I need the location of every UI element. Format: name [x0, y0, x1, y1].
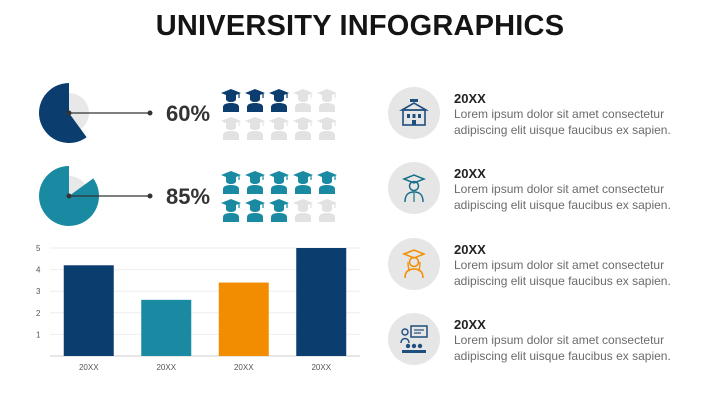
pie-sector: [39, 83, 87, 143]
icon-circle: [388, 87, 440, 139]
bar: [63, 265, 114, 356]
graduate-icon: [220, 88, 244, 112]
graduate-icon: [268, 88, 292, 112]
graduate-icon: [292, 198, 316, 222]
graduate-icon: [220, 116, 244, 140]
page-title: UNIVERSITY INFOGRAPHICS: [155, 10, 565, 42]
graduate-icon: [268, 198, 292, 222]
graduate-icon: [268, 170, 292, 194]
y-tick-label: 5: [36, 244, 41, 253]
connector-dot: [66, 110, 72, 116]
bar-chart: 1 2 3 4 5 20XX 20XX 20XX 20XX: [36, 244, 360, 372]
bar: [218, 282, 269, 356]
stat-percent-2: 85%: [166, 184, 211, 209]
x-tick-label: 20XX: [234, 363, 254, 372]
info-item: 20XX Lorem ipsum dolor sit amet consecte…: [388, 313, 708, 373]
info-text: Lorem ipsum dolor sit amet consectetur a…: [454, 258, 671, 288]
percentage-pie-charts: [39, 83, 153, 227]
icon-circle: [388, 162, 440, 214]
graduate-icon: [244, 170, 268, 194]
y-tick-label: 1: [36, 330, 41, 339]
bar: [141, 299, 192, 356]
graduate-icon: [292, 170, 316, 194]
graduate-icon: [244, 198, 268, 222]
icon-circle: [388, 238, 440, 290]
graduate-student-icon: [401, 174, 427, 203]
info-item: 20XX Lorem ipsum dolor sit amet consecte…: [388, 238, 708, 298]
graduate-icon: [244, 88, 268, 112]
y-tick-label: 4: [36, 266, 41, 275]
graduate-icon: [220, 198, 244, 222]
university-building-icon: [399, 99, 429, 126]
connector-dot: [147, 193, 153, 199]
graduate-icon: [268, 116, 292, 140]
graduate-icon: [316, 88, 340, 112]
bar: [296, 248, 347, 356]
connector-dot: [147, 110, 153, 116]
icon-circle: [388, 313, 440, 365]
graduate-icon: [244, 116, 268, 140]
graduate-female-icon: [401, 249, 427, 279]
info-heading: 20XX: [454, 166, 486, 181]
info-item: 20XX Lorem ipsum dolor sit amet consecte…: [388, 87, 708, 147]
info-text: Lorem ipsum dolor sit amet consectetur a…: [454, 107, 671, 137]
stat-percent-1: 60%: [166, 101, 211, 126]
info-item: 20XX Lorem ipsum dolor sit amet consecte…: [388, 162, 708, 222]
graduate-icon: [220, 170, 244, 194]
graduate-icon-grid-1: [220, 88, 340, 142]
graduate-icon: [316, 198, 340, 222]
graduate-icon: [316, 170, 340, 194]
graduate-icon-grid-2: [220, 170, 340, 224]
x-tick-label: 20XX: [156, 363, 176, 372]
y-tick-label: 3: [36, 287, 41, 296]
x-tick-label: 20XX: [311, 363, 331, 372]
info-heading: 20XX: [454, 242, 486, 257]
info-text: Lorem ipsum dolor sit amet consectetur a…: [454, 182, 671, 212]
connector-dot: [66, 193, 72, 199]
y-tick-label: 2: [36, 309, 41, 318]
x-tick-label: 20XX: [79, 363, 99, 372]
lecture-presentation-icon: [400, 325, 428, 353]
info-heading: 20XX: [454, 317, 486, 332]
graduate-icon: [292, 88, 316, 112]
info-text: Lorem ipsum dolor sit amet consectetur a…: [454, 333, 671, 363]
info-heading: 20XX: [454, 91, 486, 106]
graduate-icon: [292, 116, 316, 140]
graduate-icon: [316, 116, 340, 140]
